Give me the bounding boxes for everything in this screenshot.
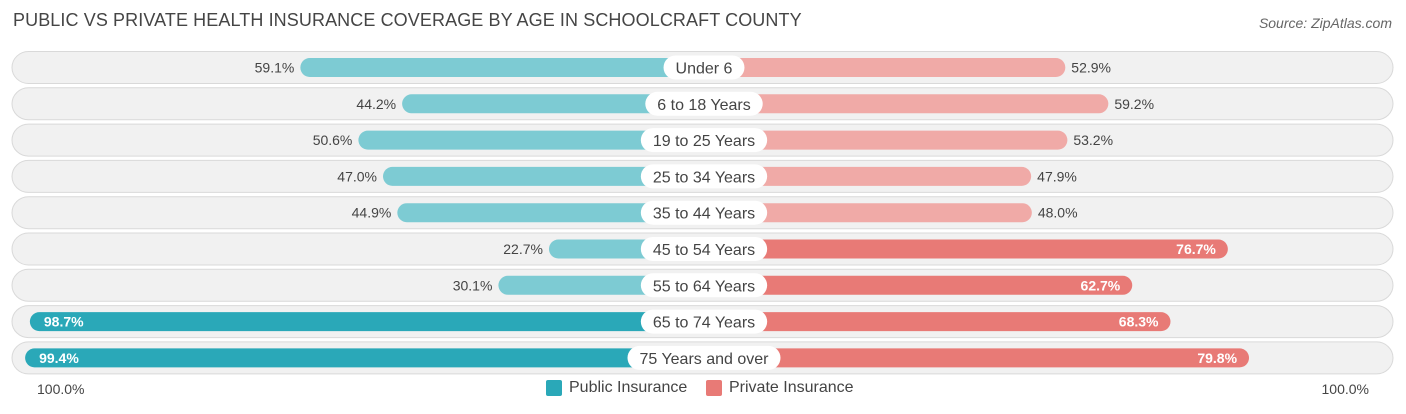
category-label-pill [640, 200, 768, 225]
category-label: 75 Years and over [640, 351, 770, 368]
category-label: 25 to 34 Years [653, 169, 755, 186]
value-label-private: 76.7% [1176, 241, 1216, 257]
category-label: 55 to 64 Years [653, 278, 755, 295]
legend-item-private: Private Insurance [706, 379, 854, 397]
value-label-public: 44.9% [352, 205, 392, 221]
bar-private [704, 203, 1032, 223]
axis-right-label: 100.0% [1321, 381, 1369, 397]
value-label-public: 44.2% [356, 96, 396, 112]
value-label-public: 98.7% [44, 314, 84, 330]
category-label: 65 to 74 Years [653, 315, 755, 332]
category-label: 35 to 44 Years [653, 206, 755, 223]
value-label-public: 30.1% [453, 277, 493, 293]
value-label-private: 68.3% [1119, 314, 1159, 330]
value-label-private: 47.9% [1037, 168, 1077, 184]
bar-public [382, 166, 704, 186]
bar-private [704, 94, 1109, 114]
bar-public [397, 203, 704, 223]
legend-item-public: Public Insurance [546, 379, 687, 397]
category-label-pill [640, 237, 768, 261]
value-label-private: 53.2% [1073, 132, 1113, 148]
category-label-pill [640, 309, 768, 334]
value-label-public: 59.1% [255, 60, 295, 76]
bar-public [300, 58, 704, 77]
category-label: 45 to 54 Years [653, 242, 755, 259]
bar-public [358, 130, 704, 150]
bar-public [29, 312, 704, 332]
legend-label-private: Private Insurance [729, 379, 854, 396]
category-label-pill [640, 164, 768, 189]
value-label-private: 59.2% [1114, 96, 1154, 112]
bar-private [704, 130, 1068, 150]
value-label-private: 79.8% [1197, 350, 1237, 366]
legend: Public Insurance Private Insurance [0, 379, 1406, 399]
category-label: 19 to 25 Years [653, 133, 755, 150]
bar-private [704, 58, 1066, 77]
value-label-private: 62.7% [1081, 277, 1121, 293]
value-label-private: 52.9% [1071, 60, 1111, 76]
legend-label-public: Public Insurance [569, 379, 688, 396]
source-credit: Source: ZipAtlas.com [1258, 15, 1392, 31]
axis-left-label: 100.0% [37, 381, 85, 397]
category-label-pill [640, 128, 768, 153]
category-label: 6 to 18 Years [657, 97, 750, 114]
category-label-pill [645, 91, 763, 116]
chart-title: PUBLIC VS PRIVATE HEALTH INSURANCE COVER… [13, 10, 802, 30]
category-label: Under 6 [676, 61, 733, 78]
bar-private [704, 312, 1171, 332]
legend-swatch-private [706, 380, 722, 396]
value-label-public: 50.6% [313, 132, 353, 148]
legend-swatch-public [546, 380, 562, 396]
category-label-pill [663, 55, 745, 80]
bar-public [25, 348, 704, 368]
bar-private [704, 239, 1228, 259]
value-label-public: 22.7% [503, 241, 543, 257]
bar-public [402, 94, 704, 114]
value-label-private: 48.0% [1038, 205, 1078, 221]
bar-private [704, 166, 1032, 186]
category-label-pill [640, 273, 768, 298]
category-label-pill [627, 345, 781, 370]
bar-private [704, 348, 1250, 368]
bar-private [704, 275, 1133, 295]
value-label-public: 99.4% [39, 350, 79, 366]
value-label-public: 47.0% [337, 168, 377, 184]
